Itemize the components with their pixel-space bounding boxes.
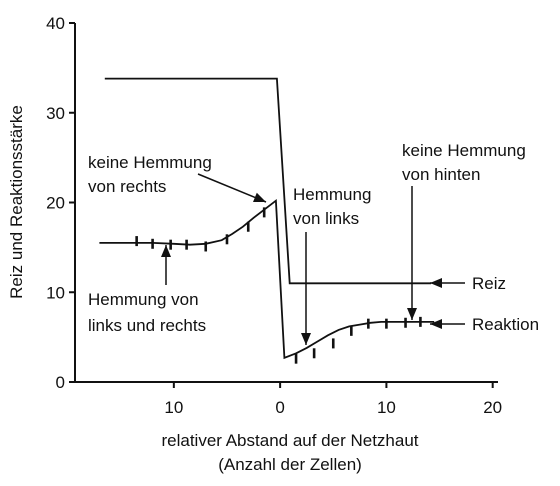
annotation-hemmung-links-line2: von links: [293, 209, 359, 228]
x-tick-label: 20: [483, 398, 502, 417]
axes: relativer Abstand auf der Netzhaut (Anzah…: [7, 23, 498, 474]
measurement-marks: [135, 207, 422, 364]
x-tick-label: 0: [275, 398, 284, 417]
y-tick-label: 10: [46, 283, 65, 302]
x-tick-label: 10: [377, 398, 396, 417]
y-tick-label: 0: [56, 373, 65, 392]
annotation-keine-hemmung-hinten-line1: keine Hemmung: [402, 141, 526, 160]
x-axis-title: relativer Abstand auf der Netzhaut: [161, 431, 418, 450]
y-tick-label: 20: [46, 194, 65, 213]
legend-label-reiz: Reiz: [472, 274, 506, 293]
arrow-hemmung-beidseitig: [161, 245, 171, 285]
arrow-keine-hemmung-hinten: [407, 186, 417, 320]
legend-arrow-reiz: [430, 278, 465, 288]
legend: Reiz Reaktion: [430, 274, 539, 334]
legend-label-reaktion: Reaktion: [472, 315, 539, 334]
series: [99, 77, 435, 360]
annotation-keine-hemmung-hinten-line2: von hinten: [402, 165, 480, 184]
series-line-reiz: [104, 77, 431, 285]
arrow-keine-hemmung-rechts: [197, 173, 267, 203]
annotation-keine-hemmung-rechts-line2: von rechts: [88, 177, 166, 196]
ticks: 0 10 20 30 40 10 0 10 20: [46, 14, 502, 417]
y-tick-label: 40: [46, 14, 65, 33]
arrow-hemmung-links: [301, 232, 311, 345]
x-axis-subtitle: (Anzahl der Zellen): [218, 455, 362, 474]
x-tick-label: 10: [164, 398, 183, 417]
annotation-hemmung-beidseitig-line2: links und rechts: [88, 316, 206, 335]
annotation-keine-hemmung-rechts-line1: keine Hemmung: [88, 153, 212, 172]
y-axis-title: Reiz und Reaktionsstärke: [7, 105, 26, 299]
annotation-hemmung-beidseitig-line1: Hemmung von: [88, 290, 199, 309]
annotation-hemmung-links-line1: Hemmung: [293, 185, 371, 204]
annotations: keine Hemmung von rechts Hemmung von links k…: [88, 141, 526, 345]
y-tick-label: 30: [46, 104, 65, 123]
series-line-reaktion: [99, 198, 435, 360]
legend-arrow-reaktion: [430, 319, 465, 329]
